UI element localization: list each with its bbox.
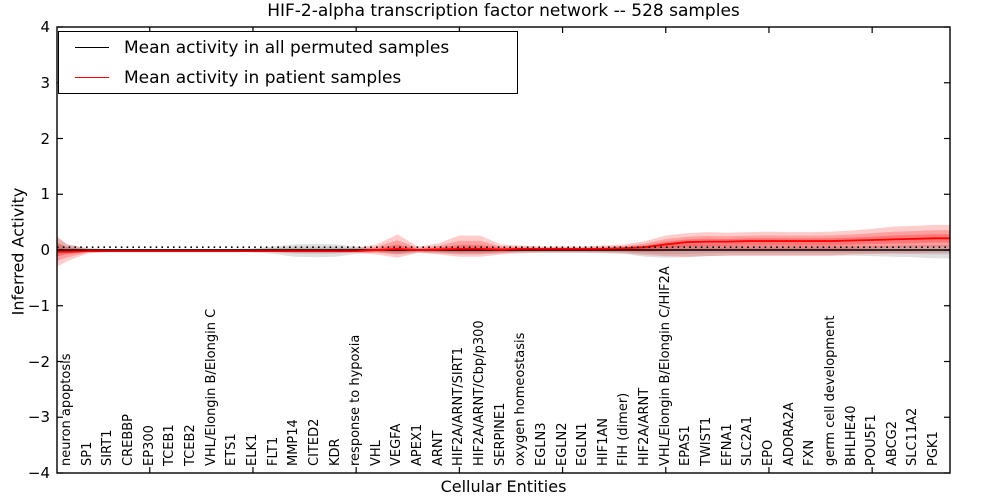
x-entity-label: CREBBP xyxy=(121,414,137,466)
permuted-band-outer xyxy=(57,237,950,259)
x-entity-label: EPO xyxy=(760,439,776,466)
x-entity-label: TCEB2 xyxy=(183,424,199,466)
x-entity-label: SERPINE1 xyxy=(492,402,508,466)
legend: Mean activity in all permuted samples Me… xyxy=(58,31,518,94)
y-tick-label: 3 xyxy=(40,73,50,92)
x-entity-label: SIRT1 xyxy=(100,429,116,466)
y-tick-label: −2 xyxy=(27,352,50,371)
patient-mean-line xyxy=(57,237,950,253)
y-tick-label: 0 xyxy=(40,241,50,259)
x-entity-label: ELK1 xyxy=(244,433,260,466)
x-entity-label: SLC11A2 xyxy=(905,407,921,466)
x-entity-label: KDR xyxy=(327,438,343,466)
x-entity-label: FXN xyxy=(802,439,818,466)
x-entity-label: ARNT xyxy=(430,430,446,466)
patient-band-mid xyxy=(57,230,950,261)
x-entity-label: VEGFA xyxy=(389,423,405,466)
x-entity-label: EPAS1 xyxy=(678,425,694,466)
chart-title: HIF-2-alpha transcription factor network… xyxy=(267,1,740,21)
y-tick-label: −4 xyxy=(27,464,50,482)
x-entity-label: ABCG2 xyxy=(884,420,900,466)
x-entity-label: response to hypoxia xyxy=(348,334,364,466)
x-entity-label: neuron apoptosis xyxy=(59,353,75,467)
legend-label: Mean activity in all permuted samples xyxy=(124,37,450,58)
plot-frame xyxy=(56,26,951,474)
x-entity-label: POU5F1 xyxy=(864,414,880,466)
y-tick-label: −3 xyxy=(27,408,50,427)
black-line-swatch-icon xyxy=(75,47,109,48)
x-entity-label: TWIST1 xyxy=(699,416,715,466)
red-line-swatch-icon xyxy=(75,77,109,78)
x-entity-label: HIF2A/ARNT xyxy=(637,387,653,466)
x-entity-label: ETS1 xyxy=(224,433,240,466)
x-entity-label: CITED2 xyxy=(306,418,322,466)
y-tick-label: 4 xyxy=(40,18,50,36)
x-entity-label: VHL/Elongin B/Elongin C xyxy=(203,308,219,466)
x-entity-label: FIH (dimer) xyxy=(616,392,632,466)
x-entity-label: HIF2A/ARNT/Cbp/p300 xyxy=(472,320,487,466)
x-entity-label: VHL/Elongin B/Elongin C/HIF2A xyxy=(657,266,673,466)
x-entity-label: EGLN2 xyxy=(554,422,570,466)
patient-band-outer xyxy=(57,224,950,267)
x-entity-label: TCEB1 xyxy=(162,424,178,466)
x-entity-label: HIF2A/ARNT/SIRT1 xyxy=(451,347,467,466)
x-entity-label: HIF1AN xyxy=(595,418,611,466)
x-entity-label: EGLN1 xyxy=(575,422,591,466)
legend-item-patient: Mean activity in patient samples xyxy=(59,63,517,92)
x-entity-label: SP1 xyxy=(79,441,95,466)
legend-label: Mean activity in patient samples xyxy=(124,67,402,88)
x-entity-label: VHL xyxy=(368,440,384,466)
x-entity-label: EP300 xyxy=(141,425,157,466)
x-entity-label: EGLN3 xyxy=(533,422,549,466)
x-entity-label: germ cell development xyxy=(822,315,838,466)
x-entity-label: FLT1 xyxy=(265,436,281,466)
x-entity-label: ADORA2A xyxy=(781,402,797,466)
x-entity-label: oxygen homeostasis xyxy=(513,332,529,466)
y-tick-label: −1 xyxy=(27,296,50,315)
x-entity-label: MMP14 xyxy=(286,419,302,466)
x-axis-label: Cellular Entities xyxy=(440,477,567,496)
y-tick-label: 1 xyxy=(40,185,50,204)
x-entity-label: BHLHE40 xyxy=(843,405,859,466)
x-entity-label: EFNA1 xyxy=(719,423,735,466)
y-tick-label: 2 xyxy=(40,129,50,148)
legend-item-permuted: Mean activity in all permuted samples xyxy=(59,33,517,62)
x-entity-label: PGK1 xyxy=(926,431,942,466)
x-entity-label: APEX1 xyxy=(410,423,426,466)
x-entity-label: SLC2A1 xyxy=(740,415,756,466)
